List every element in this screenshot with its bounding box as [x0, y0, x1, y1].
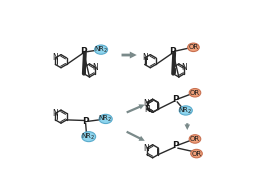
Ellipse shape — [191, 149, 202, 158]
Ellipse shape — [94, 45, 108, 54]
Text: NR$_2$: NR$_2$ — [81, 132, 96, 142]
Ellipse shape — [99, 114, 112, 124]
Text: P: P — [80, 47, 87, 57]
Text: N: N — [142, 53, 147, 62]
Text: OR: OR — [190, 90, 200, 96]
Text: NR$_2$: NR$_2$ — [94, 45, 108, 55]
Text: N: N — [52, 53, 58, 62]
Text: N: N — [143, 144, 149, 153]
Text: N: N — [143, 99, 149, 108]
Text: N: N — [92, 63, 98, 72]
Text: OR: OR — [188, 44, 199, 50]
Ellipse shape — [188, 43, 199, 52]
Text: P: P — [82, 117, 89, 126]
Text: P: P — [173, 95, 179, 104]
Text: NR$_2$: NR$_2$ — [98, 114, 113, 124]
Text: N: N — [52, 109, 58, 118]
Text: OR: OR — [190, 136, 200, 142]
Text: P: P — [173, 141, 179, 150]
Ellipse shape — [189, 88, 201, 97]
Text: OR: OR — [192, 151, 201, 156]
Ellipse shape — [189, 135, 201, 143]
Text: N: N — [144, 105, 150, 114]
Text: NR$_2$: NR$_2$ — [179, 105, 193, 115]
Ellipse shape — [82, 132, 96, 142]
Text: N: N — [182, 63, 187, 72]
Ellipse shape — [179, 106, 192, 115]
Text: P: P — [169, 47, 176, 57]
